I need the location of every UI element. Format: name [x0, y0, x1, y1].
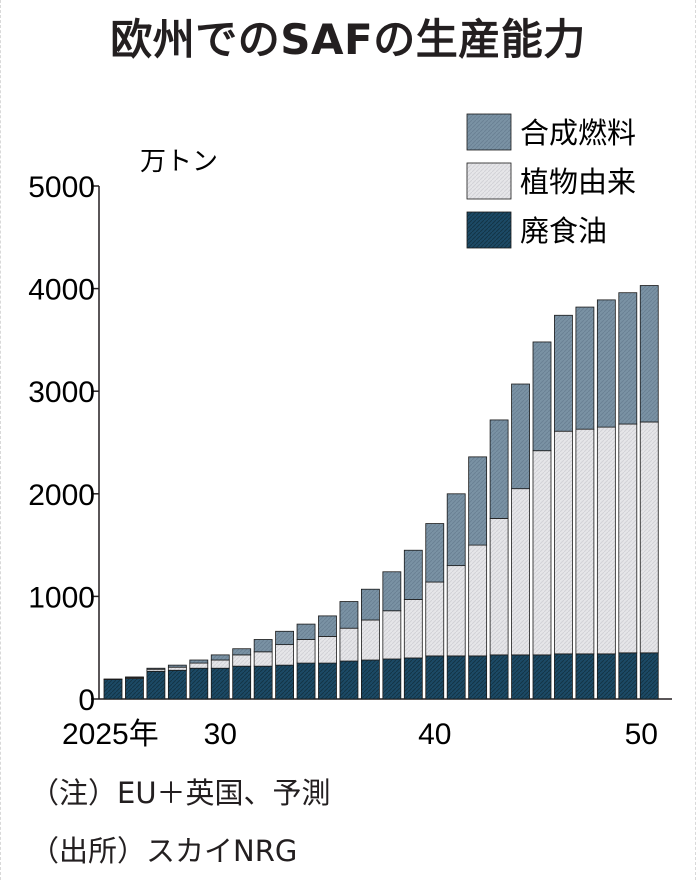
bar-segment — [275, 644, 295, 666]
bar-segment — [125, 676, 144, 678]
legend-swatch — [466, 211, 512, 249]
bar-segment — [210, 659, 230, 669]
bar-segment — [596, 653, 616, 700]
y-tick-label: 4000 — [28, 274, 95, 307]
bar-segment — [189, 662, 209, 669]
bar-segment — [596, 299, 616, 428]
bar-segment — [167, 666, 187, 671]
y-tick-label: 3000 — [28, 376, 95, 409]
legend-label: 廃食油 — [520, 214, 607, 248]
bar-segment — [167, 664, 187, 668]
bar-segment — [146, 670, 166, 700]
bar-segment — [532, 450, 552, 656]
bar-segment — [253, 665, 273, 700]
bar-segment — [360, 659, 380, 700]
chart-title: 欧州でのSAFの生産能力 — [110, 15, 586, 64]
bars — [103, 285, 659, 700]
bar-segment — [189, 659, 209, 664]
bar-segment — [125, 678, 144, 700]
bar-segment — [489, 654, 509, 700]
bar-segment — [103, 678, 123, 680]
source-line: （出所）スカイNRG — [30, 834, 298, 868]
bar-segment — [382, 658, 402, 700]
bar-segment — [210, 667, 230, 700]
bar-segment — [232, 665, 252, 700]
legend-swatch — [466, 113, 512, 151]
bar-segment — [489, 518, 509, 656]
bar-segment — [468, 456, 488, 546]
bar-segment — [232, 654, 252, 667]
bar-segment — [511, 383, 530, 490]
unit-label: 万トン — [140, 147, 218, 177]
bar-segment — [596, 426, 616, 655]
bar-segment — [446, 493, 466, 567]
bar-segment — [167, 669, 187, 700]
bar-segment — [146, 667, 166, 670]
bar-segment — [532, 341, 552, 452]
y-tick-label: 5000 — [28, 171, 95, 204]
bar-segment — [532, 654, 552, 700]
bar-segment — [511, 488, 530, 656]
bar-segment — [425, 655, 445, 700]
y-tick-label: 0 — [78, 684, 95, 717]
bar-segment — [554, 430, 573, 655]
note-line: （注）EU＋英国、予測 — [30, 776, 331, 810]
bar-segment — [275, 630, 295, 646]
legend-label: 合成燃料 — [520, 116, 636, 150]
bar-segment — [618, 652, 638, 700]
bar-segment — [189, 667, 209, 700]
legend-label: 植物由来 — [520, 165, 636, 199]
bar-segment — [554, 314, 573, 432]
bar-segment — [639, 421, 659, 654]
bar-segment — [468, 655, 488, 700]
y-tick-label: 1000 — [28, 581, 95, 614]
bar-segment — [575, 428, 595, 655]
bar-segment — [511, 654, 530, 700]
bar-segment — [446, 655, 466, 700]
x-tick-label: 40 — [418, 718, 451, 751]
bar-segment — [403, 657, 423, 700]
bar-segment — [339, 660, 359, 700]
bar-segment — [360, 619, 380, 661]
bar-segment — [425, 581, 445, 657]
bar-segment — [210, 654, 230, 661]
bar-segment — [318, 615, 337, 637]
bar-segment — [360, 588, 380, 621]
bar-segment — [618, 292, 638, 425]
bar-segment — [296, 623, 316, 640]
bar-segment — [403, 599, 423, 659]
bar-segment — [296, 639, 316, 664]
bar-segment — [403, 549, 423, 600]
bar-segment — [296, 662, 316, 700]
bar-segment — [103, 679, 123, 700]
bar-segment — [318, 636, 337, 664]
x-tick-label: 30 — [204, 718, 237, 751]
x-tick-label: 50 — [625, 718, 658, 751]
bar-segment — [618, 423, 638, 654]
bar-segment — [489, 419, 509, 519]
bar-segment — [425, 523, 445, 583]
bar-segment — [382, 610, 402, 660]
bar-segment — [446, 565, 466, 657]
bar-segment — [639, 285, 659, 423]
bar-segment — [253, 651, 273, 667]
y-tick-label: 2000 — [28, 479, 95, 512]
bar-segment — [468, 544, 488, 657]
bar-segment — [639, 652, 659, 700]
bar-segment — [318, 662, 337, 700]
bar-segment — [554, 653, 573, 700]
x-tick-label: 2025年 — [62, 718, 159, 751]
bar-segment — [575, 306, 595, 430]
bar-segment — [575, 653, 595, 700]
bar-segment — [232, 648, 252, 656]
bar-segment — [339, 627, 359, 662]
legend-swatch — [466, 162, 512, 200]
bar-segment — [382, 571, 402, 612]
bar-segment — [275, 664, 295, 700]
bar-segment — [339, 601, 359, 629]
bar-segment — [253, 639, 273, 653]
